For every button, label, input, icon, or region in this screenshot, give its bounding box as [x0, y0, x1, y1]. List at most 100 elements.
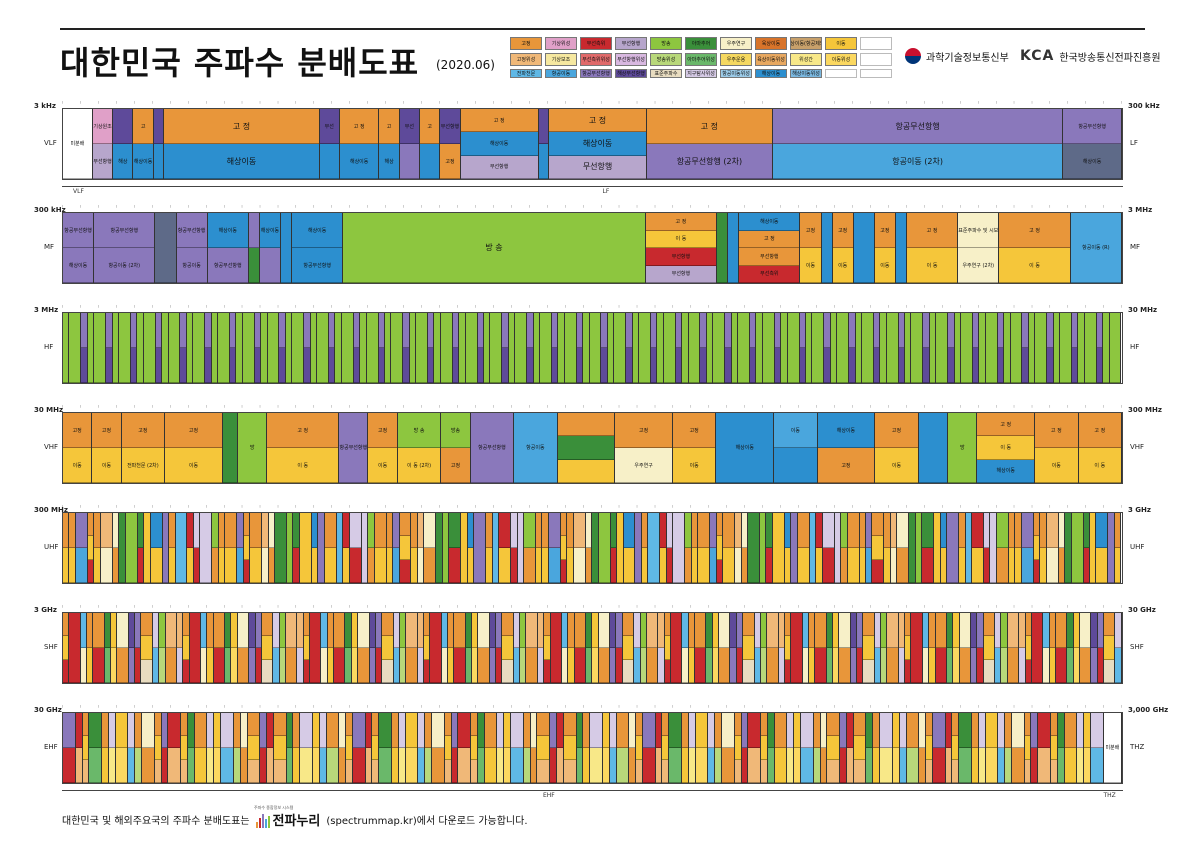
allocation-column — [104, 613, 112, 683]
allocation-column — [990, 513, 997, 583]
allocation-column: 고정 이동 — [875, 413, 919, 483]
allocation-column — [393, 613, 400, 683]
service-block — [225, 648, 231, 683]
allocation-column — [778, 613, 785, 683]
service-block: 고 — [133, 109, 153, 144]
allocation-column — [929, 313, 937, 383]
service-block — [181, 759, 187, 783]
allocation-column — [169, 513, 176, 583]
allocation-column — [448, 613, 455, 683]
service-block — [75, 548, 87, 583]
taegeuk-icon — [905, 48, 921, 64]
allocation-column — [317, 313, 329, 383]
allocation-column — [760, 613, 768, 683]
service-block — [706, 313, 713, 383]
service-block — [827, 759, 840, 783]
service-block — [378, 348, 384, 383]
service-block: 항공무선항행 — [207, 248, 248, 283]
service-block — [417, 613, 423, 648]
allocation-column — [1043, 613, 1050, 683]
allocation-column — [738, 313, 750, 383]
service-block — [326, 713, 339, 748]
service-block — [1025, 613, 1031, 637]
service-block — [857, 613, 863, 648]
service-block — [520, 613, 526, 648]
service-block — [761, 713, 767, 737]
allocation-column — [881, 613, 888, 683]
service-block — [262, 548, 268, 583]
band-start-label: 300 kHz — [34, 206, 66, 214]
allocation-column — [954, 313, 961, 383]
service-block — [513, 648, 520, 683]
service-block — [458, 748, 471, 783]
service-block — [563, 759, 576, 783]
service-block — [791, 513, 797, 583]
allocation-column: 항공무선항행 항공이동 (2차) — [94, 213, 156, 283]
service-block — [816, 513, 822, 548]
service-block — [965, 513, 971, 583]
kca-logo: KCA 한국방송통신전파진흥원 — [1020, 48, 1161, 64]
service-block — [734, 713, 741, 737]
allocation-column — [557, 413, 616, 483]
service-block — [319, 748, 326, 783]
allocation-column — [934, 513, 941, 583]
allocation-column — [106, 313, 113, 383]
service-block — [399, 648, 406, 683]
allocation-column — [369, 613, 376, 683]
allocation-column — [135, 613, 142, 683]
allocation-column — [137, 313, 144, 383]
service-block: 고 정 — [645, 213, 717, 231]
service-block — [695, 713, 708, 748]
service-block — [576, 313, 583, 348]
service-block: 항공무선항행 — [470, 413, 514, 483]
band-end-label: 3 GHz — [1128, 506, 1151, 514]
allocation-column — [194, 713, 208, 783]
service-block — [718, 648, 730, 683]
service-block — [273, 736, 286, 760]
service-block — [293, 748, 300, 783]
allocation-column — [336, 513, 344, 583]
allocation-column — [673, 513, 686, 583]
allocation-column — [94, 513, 101, 583]
service-block — [936, 313, 948, 383]
service-block — [214, 713, 221, 748]
service-block — [932, 748, 945, 783]
allocation-column — [1083, 513, 1090, 583]
allocation-column: 고정 이동 — [63, 413, 93, 483]
service-block: 항공무선항행 — [63, 213, 94, 248]
service-block — [700, 348, 706, 383]
service-block — [471, 736, 477, 760]
service-block — [797, 513, 809, 548]
allocation-column — [997, 313, 1005, 383]
allocation-column — [996, 513, 1009, 583]
allocation-column — [1050, 713, 1058, 783]
allocation-column — [813, 713, 821, 783]
allocation-column — [664, 613, 671, 683]
allocation-column — [1067, 613, 1074, 683]
legend-item: 아마추어위성 — [685, 53, 717, 66]
allocation-column — [748, 713, 762, 783]
service-block — [887, 613, 898, 648]
allocation-column: 항공무선항행 항공이동 (2차) — [773, 109, 1064, 179]
band-grid: 항공무선항행 해상이동 항공무선항행 항공이동 (2차) 항공무선항행 항공이동 해상이동 항… — [62, 212, 1123, 284]
allocation-column — [767, 613, 779, 683]
allocation-column — [663, 313, 676, 383]
spectrummap-logo[interactable]: 전파누리 — [255, 810, 320, 829]
frequency-ticks: | | | | | | | | | | | | | | | | | | | | | | | | | | | | | | | | | | | | | | | |… — [62, 304, 1123, 308]
service-block — [1058, 513, 1065, 548]
service-block — [310, 313, 317, 383]
service-block — [1091, 748, 1103, 783]
service-block: 항공무선항행 — [339, 413, 368, 483]
service-block: 방 송 — [397, 413, 441, 448]
service-block — [664, 659, 670, 683]
allocation-column — [358, 613, 370, 683]
service-block — [657, 313, 663, 383]
service-block — [207, 613, 213, 648]
service-block — [286, 748, 293, 783]
allocation-column — [791, 613, 803, 683]
allocation-column — [508, 313, 516, 383]
service-block — [972, 513, 983, 548]
service-block — [1038, 713, 1050, 748]
allocation-column — [539, 313, 552, 383]
allocation-column — [273, 713, 287, 783]
